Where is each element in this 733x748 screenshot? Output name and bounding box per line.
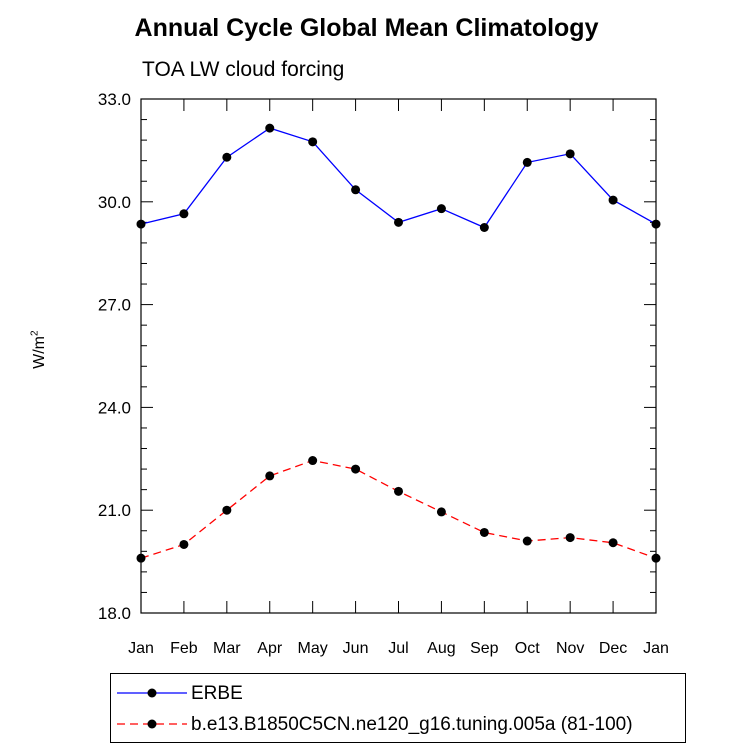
x-tick-label: May	[298, 640, 328, 657]
legend-swatch-erbe	[117, 688, 187, 698]
series-0-point	[308, 137, 318, 147]
series-0-point	[265, 123, 275, 133]
series-1-point	[136, 553, 146, 563]
legend-label-model: b.e13.B1850C5CN.ne120_g16.tuning.005a (8…	[191, 714, 633, 735]
series-1-point	[651, 553, 661, 563]
series-0-point	[351, 185, 361, 195]
legend-item-erbe: ERBE	[111, 678, 685, 708]
series-1-point	[308, 456, 318, 466]
x-tick-label: Jul	[388, 640, 408, 657]
series-0-point	[565, 149, 575, 159]
x-tick-label: Dec	[599, 640, 627, 657]
y-tick-label: 33.0	[98, 90, 131, 109]
series-1-point	[436, 507, 446, 517]
series-0-point	[222, 152, 232, 162]
series-0-point	[608, 195, 618, 205]
series-0-point	[394, 217, 403, 227]
series-0-point	[651, 219, 661, 229]
x-tick-label: Oct	[515, 640, 540, 657]
x-tick-label: Jan	[643, 640, 669, 657]
series-1-point	[351, 464, 361, 474]
series-1-point	[522, 536, 532, 546]
series-0-point	[479, 223, 489, 232]
x-tick-label: Jan	[128, 640, 154, 657]
x-tick-label: Mar	[213, 640, 241, 657]
y-tick-label: 24.0	[98, 398, 131, 417]
series-1-point	[565, 533, 575, 543]
series-1-point	[265, 471, 275, 481]
legend-swatch-model	[117, 719, 187, 729]
legend-item-model: b.e13.B1850C5CN.ne120_g16.tuning.005a (8…	[111, 709, 685, 739]
series-0-point	[136, 219, 146, 229]
y-tick-label: 30.0	[98, 193, 131, 212]
chart-subtitle: TOA LW cloud forcing	[142, 58, 345, 81]
chart-svg: 18.0 21.0 24.0 27.0 30.0 33.0 Jan Feb Mar Apr May J…	[98, 90, 669, 657]
series-1-point	[394, 486, 403, 496]
x-tick-label: Apr	[257, 640, 283, 657]
plot-frame	[140, 98, 657, 614]
legend: ERBE b.e13.B1850C5CN.ne120_g16.tuning.00…	[110, 673, 686, 743]
x-tick-label: Nov	[556, 640, 584, 657]
series-0-point	[436, 204, 446, 214]
series-1-point	[179, 539, 189, 549]
y-tick-label: 21.0	[98, 501, 131, 520]
series-line-1	[140, 459, 657, 559]
y-tick-label: 18.0	[98, 604, 131, 623]
x-tick-label: Aug	[427, 640, 455, 657]
x-tick-label: Feb	[170, 640, 198, 657]
series-0-point	[179, 209, 189, 219]
x-tick-label: Jun	[343, 640, 369, 657]
series-line-0	[140, 127, 657, 229]
series-1-point	[479, 527, 489, 537]
x-tick-label: Sep	[470, 640, 499, 657]
series-1-point	[608, 538, 618, 548]
y-tick-label: 27.0	[98, 296, 131, 315]
legend-label-erbe: ERBE	[191, 683, 243, 704]
series-1-point	[222, 505, 232, 515]
series-0-point	[522, 157, 532, 167]
chart-title: Annual Cycle Global Mean Climatology	[134, 14, 599, 42]
